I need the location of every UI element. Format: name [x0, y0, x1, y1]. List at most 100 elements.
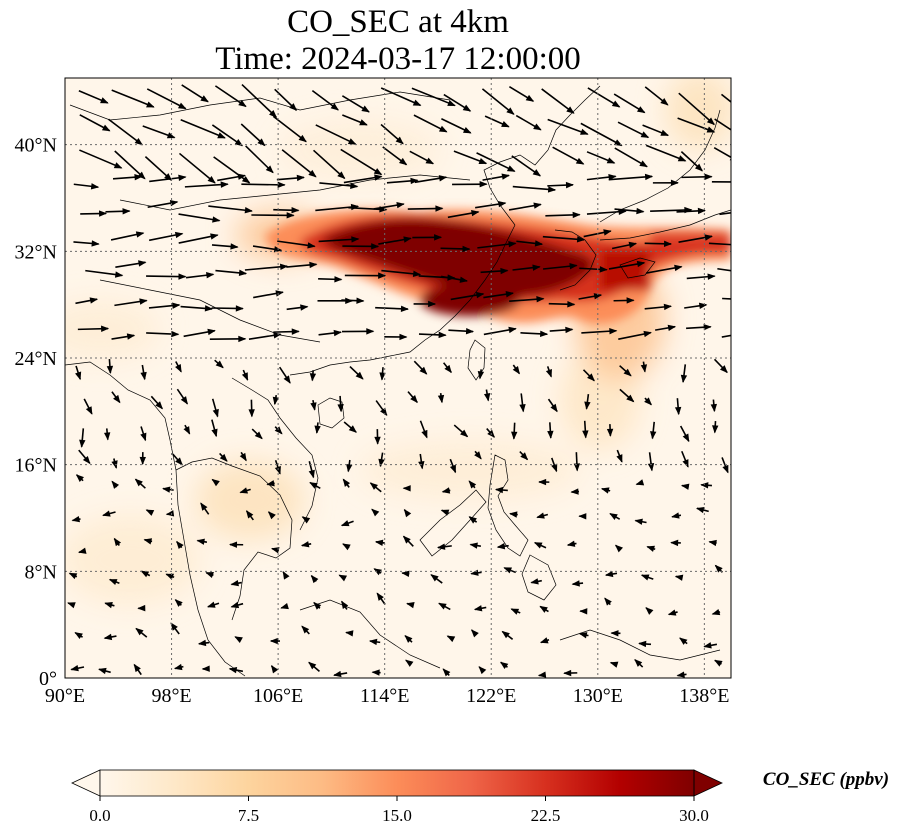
- plot-frame: [64, 77, 732, 679]
- wind-arrow: [115, 260, 147, 268]
- wind-arrow: [196, 538, 208, 545]
- wind-arrow: [251, 212, 295, 219]
- wind-arrow: [413, 114, 448, 133]
- wind-arrow: [566, 540, 577, 547]
- wind-arrow: [245, 510, 254, 521]
- colorbar-tick-label: 30.0: [679, 806, 709, 825]
- wind-arrow: [582, 420, 589, 439]
- wind-arrow: [652, 179, 679, 187]
- wind-arrow: [178, 213, 221, 223]
- lat-tick-label: 24°N: [15, 348, 57, 370]
- wind-arrow: [103, 633, 117, 641]
- wind-arrow: [503, 567, 517, 574]
- wind-arrow: [536, 512, 549, 519]
- wind-arrow: [282, 571, 290, 580]
- wind-arrow: [412, 234, 443, 241]
- lat-tick-label: 40°N: [15, 135, 57, 157]
- wind-arrow: [146, 88, 187, 110]
- wind-arrow: [538, 478, 550, 486]
- lon-tick-label: 130°E: [573, 685, 623, 707]
- wind-arrow: [244, 263, 289, 271]
- wind-arrow: [413, 300, 437, 308]
- wind-arrow: [281, 149, 317, 178]
- wind-arrow: [680, 364, 688, 384]
- wind-arrow: [614, 544, 623, 553]
- wind-arrow: [483, 291, 514, 299]
- wind-arrow: [211, 398, 219, 418]
- wind-arrow: [248, 332, 282, 340]
- wind-arrow: [314, 422, 321, 434]
- wind-arrow: [280, 602, 289, 610]
- wind-arrow: [481, 88, 515, 115]
- wind-arrow: [172, 453, 183, 466]
- wind-arrow: [647, 452, 655, 472]
- wind-arrow: [512, 264, 541, 271]
- wind-arrow: [178, 152, 216, 184]
- wind-arrow: [508, 86, 535, 102]
- wind-arrow: [405, 659, 414, 667]
- wind-arrow: [140, 364, 147, 381]
- wind-arrow: [508, 202, 542, 211]
- wind-arrow: [571, 580, 584, 587]
- wind-arrow: [318, 329, 342, 337]
- wind-arrow: [173, 663, 184, 671]
- wind-arrow: [604, 597, 612, 606]
- wind-arrow: [477, 241, 517, 249]
- wind-arrow: [318, 236, 360, 243]
- wind-arrow: [137, 604, 146, 612]
- wind-arrow: [113, 537, 122, 547]
- wind-arrow: [469, 542, 481, 549]
- wind-arrow: [277, 240, 316, 249]
- wind-arrow: [640, 574, 654, 581]
- wind-arrow: [79, 428, 86, 448]
- wind-arrow: [447, 209, 480, 219]
- wind-arrow: [501, 630, 514, 640]
- wind-arrow: [345, 630, 354, 637]
- wind-arrow: [552, 146, 585, 165]
- wind-arrow: [380, 87, 422, 107]
- wind-arrow: [440, 245, 471, 253]
- wind-arrow: [512, 185, 557, 193]
- wind-arrow: [676, 671, 687, 678]
- wind-vectors: [67, 84, 731, 678]
- wind-arrow: [511, 155, 542, 177]
- wind-arrow: [343, 421, 357, 433]
- wind-arrow: [240, 123, 266, 147]
- wind-arrow: [108, 118, 143, 146]
- wind-arrow: [267, 511, 276, 520]
- map-subtitle: Time: 2024-03-17 12:00:00: [215, 41, 581, 77]
- wind-arrow: [310, 574, 319, 584]
- wind-arrow: [342, 478, 351, 488]
- wind-arrow: [200, 502, 210, 515]
- wind-arrow: [645, 144, 687, 162]
- wind-arrow: [678, 92, 715, 126]
- wind-arrow: [230, 579, 242, 587]
- wind-arrow: [614, 207, 645, 215]
- wind-arrow: [646, 545, 656, 552]
- wind-arrow: [70, 665, 85, 672]
- wind-arrow: [578, 513, 587, 520]
- wind-arrow: [111, 391, 121, 404]
- wind-arrow: [228, 541, 244, 548]
- wind-arrow: [480, 267, 509, 275]
- wind-arrow: [578, 293, 603, 300]
- wind-arrow: [711, 608, 721, 616]
- wind-arrow: [477, 369, 485, 380]
- wind-arrow: [184, 181, 229, 188]
- wind-arrow: [211, 478, 220, 487]
- wind-arrow: [679, 425, 690, 443]
- wind-arrow: [509, 296, 545, 303]
- wind-arrow: [308, 661, 320, 672]
- wind-arrow: [414, 175, 448, 184]
- wind-arrow: [342, 543, 351, 551]
- wind-arrow: [272, 394, 280, 406]
- wind-arrow: [369, 482, 382, 493]
- wind-arrow: [274, 426, 283, 435]
- wind-arrow: [468, 516, 478, 524]
- wind-arrow: [309, 370, 317, 382]
- wind-arrow: [581, 327, 618, 335]
- wind-arrow: [183, 424, 191, 435]
- wind-arrow: [681, 173, 713, 181]
- colorbar-min-extension: [71, 769, 101, 797]
- wind-arrow: [708, 539, 717, 547]
